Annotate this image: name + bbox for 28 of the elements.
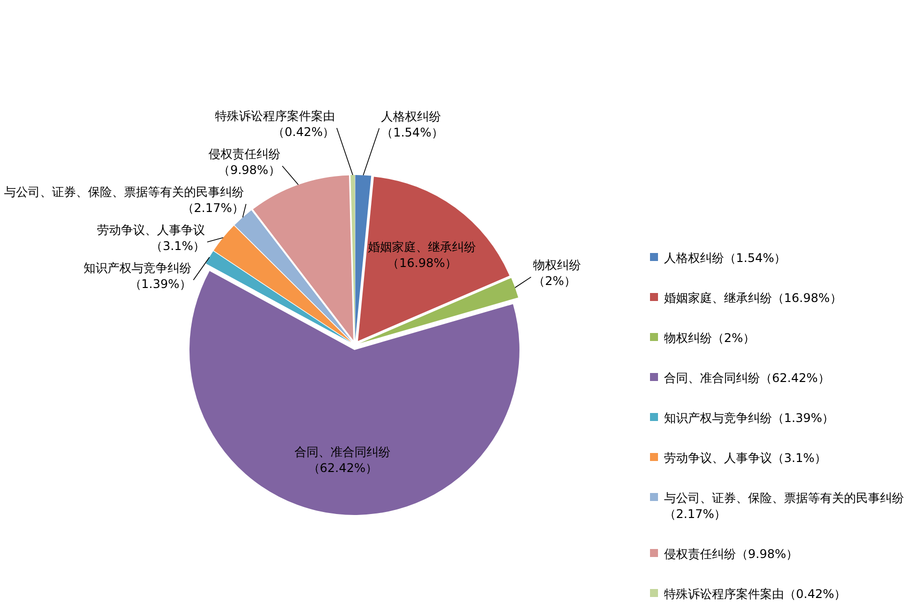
data-label: （62.42%） [308,461,378,476]
data-label: （2.17%） [182,201,244,216]
data-label: （3.1%） [150,239,206,254]
category-label: 特殊诉讼程序案件案由（0.42%） [664,587,846,601]
category-label: 侵权责任纠纷（9.98%） [664,547,798,561]
data-label: （9.98%） [218,163,280,178]
category-label: 人格权纠纷（1.54%） [664,251,786,265]
data-label: （1.39%） [129,277,192,292]
data-label: （2%） [533,274,576,288]
category-label: 婚姻家庭、继承纠纷（16.98%） [664,291,842,305]
category-label: 合同、准合同纠纷（62.42%） [664,371,830,385]
category-label: 劳动争议、人事争议（3.1%） [664,451,826,465]
data-label: （0.42%） [272,125,335,140]
data-label: （1.54%） [381,125,444,140]
slice-label: 合同、准合同纠纷 [294,445,391,460]
slice-label: 劳动争议、人事争议 [97,223,206,238]
slice-label: 婚姻家庭、继承纠纷 [368,240,476,254]
slice-label: 特殊诉讼程序案件案由 [214,109,335,124]
category-label: 物权纠纷（2%） [664,331,756,345]
slice-label: 侵权责任纠纷 [208,147,280,162]
slice-label: 与公司、证券、保险、票据等有关的民事纠纷 [4,185,244,200]
data-label: （16.98%） [387,256,458,270]
text: （2.17%） [664,507,726,521]
slice-label: 物权纠纷 [533,258,582,272]
slice-label: 人格权纠纷 [381,109,442,124]
slice-label: 知识产权与竞争纠纷 [83,261,192,276]
legend-label: 与公司、证券、保险、票据等有关的民事纠纷 [664,491,904,505]
category-label: 知识产权与竞争纠纷（1.39%） [664,411,834,425]
